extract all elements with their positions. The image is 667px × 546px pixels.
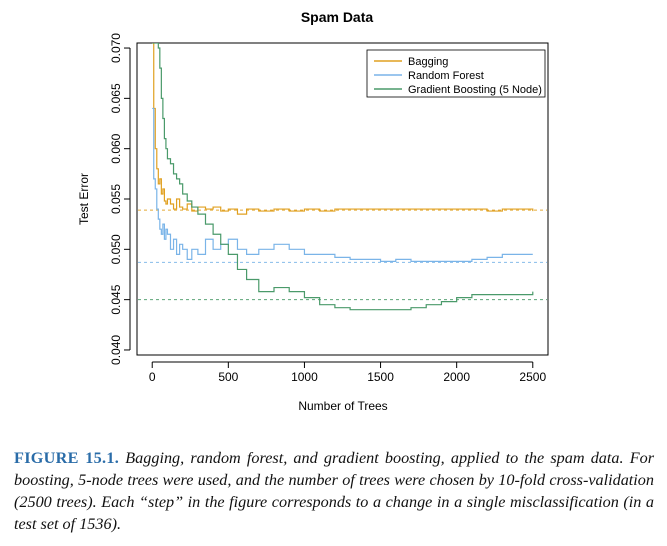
chart-title: Spam Data xyxy=(301,9,374,25)
x-axis: 0 500 1000 1500 2000 2500 xyxy=(149,361,546,384)
y-tick-label-0: 0.040 xyxy=(109,335,123,365)
legend-label-1: Random Forest xyxy=(408,70,484,82)
legend-label-0: Bagging xyxy=(408,56,448,68)
y-tick-label-3: 0.055 xyxy=(109,184,123,214)
reference-lines xyxy=(138,209,547,301)
series-line-2 xyxy=(152,43,534,311)
caption-label: FIGURE 15.1. xyxy=(14,449,120,467)
y-tick-label-6: 0.070 xyxy=(109,33,123,63)
y-axis: 0.040 0.045 0.050 0.055 0.060 0.065 0.070 xyxy=(109,33,131,365)
figure-caption: FIGURE 15.1. Bagging, random forest, and… xyxy=(14,447,654,535)
x-tick-label-2: 1000 xyxy=(291,370,318,384)
x-tick-label-0: 0 xyxy=(149,370,156,384)
legend: Bagging Random Forest Gradient Boosting (5… xyxy=(366,49,546,98)
y-axis-label: Test Error xyxy=(77,173,91,225)
y-tick-label-4: 0.060 xyxy=(109,133,123,163)
plot-frame xyxy=(136,42,549,356)
x-tick-label-4: 2000 xyxy=(443,370,470,384)
legend-label-2: Gradient Boosting (5 Node) xyxy=(408,84,542,96)
series-lines xyxy=(152,43,534,311)
x-tick-label-1: 500 xyxy=(218,370,238,384)
x-axis-label: Number of Trees xyxy=(298,399,387,413)
caption-text: Bagging, random forest, and gradient boo… xyxy=(14,449,654,533)
x-tick-label-5: 2500 xyxy=(519,370,546,384)
legend-box xyxy=(366,49,546,98)
y-tick-label-1: 0.045 xyxy=(109,284,123,314)
chart: Spam Data 0 500 1000 1500 2000 2500 0.0400.04… xyxy=(77,9,549,413)
y-tick-label-2: 0.050 xyxy=(109,234,123,264)
series-line-1 xyxy=(152,107,533,262)
series-line-0 xyxy=(152,43,534,215)
y-tick-label-5: 0.065 xyxy=(109,83,123,113)
x-tick-label-3: 1500 xyxy=(367,370,394,384)
